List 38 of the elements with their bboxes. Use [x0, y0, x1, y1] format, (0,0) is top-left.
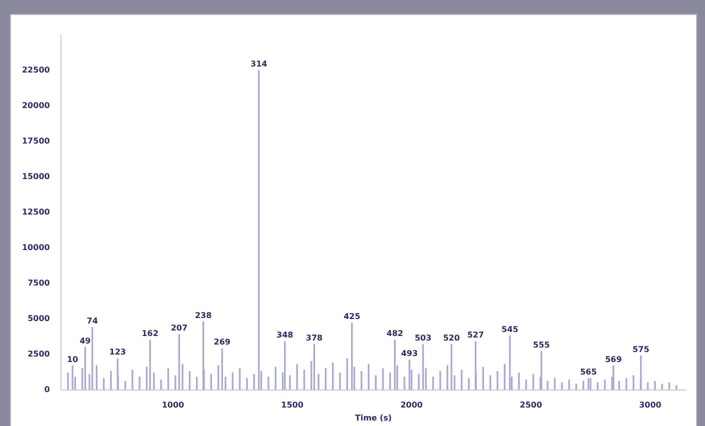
annotation: 569: [605, 354, 622, 364]
annotation: 123: [109, 348, 126, 357]
y-tick-label: 20000: [22, 101, 50, 110]
annotation: 520: [443, 333, 460, 342]
annotation: 545: [502, 324, 519, 334]
annotation: 378: [306, 333, 324, 342]
annotation: 527: [467, 330, 484, 340]
y-tick-label: 17500: [22, 136, 50, 146]
y-tick-label: 22500: [22, 66, 50, 75]
annotation: 207: [170, 324, 188, 333]
x-tick-label: 2500: [520, 400, 542, 410]
annotation: 49: [80, 336, 92, 346]
annotation: 314: [250, 60, 268, 69]
x-tick-label: 1000: [162, 400, 185, 410]
y-tick-label: 10000: [22, 242, 50, 252]
annotation: 425: [344, 312, 361, 322]
y-tick-label: 15000: [22, 172, 50, 181]
annotation: 503: [414, 333, 432, 342]
y-tick-label: 2500: [28, 349, 50, 358]
x-tick-label: 2000: [400, 400, 424, 410]
x-axis-title: Time (s): [355, 413, 392, 422]
y-tick-label: 12500: [22, 207, 50, 216]
x-tick-label: 1500: [281, 400, 304, 410]
annotation: 162: [142, 329, 158, 338]
annotation: 482: [386, 329, 404, 338]
annotation: 555: [533, 340, 550, 350]
x-tick-label: 3000: [639, 400, 662, 410]
annotation: 74: [86, 316, 98, 326]
annotation: 238: [194, 310, 212, 320]
annotation: 10: [66, 354, 79, 364]
annotation: 575: [632, 344, 650, 354]
y-tick-label: 7500: [28, 278, 50, 288]
annotation: 348: [276, 330, 294, 340]
y-tick-label: 5000: [28, 314, 50, 323]
annotation: 269: [214, 338, 231, 347]
annotation: 565: [580, 368, 598, 377]
annotation: 493: [401, 349, 418, 358]
y-tick-label: 0: [44, 384, 50, 394]
